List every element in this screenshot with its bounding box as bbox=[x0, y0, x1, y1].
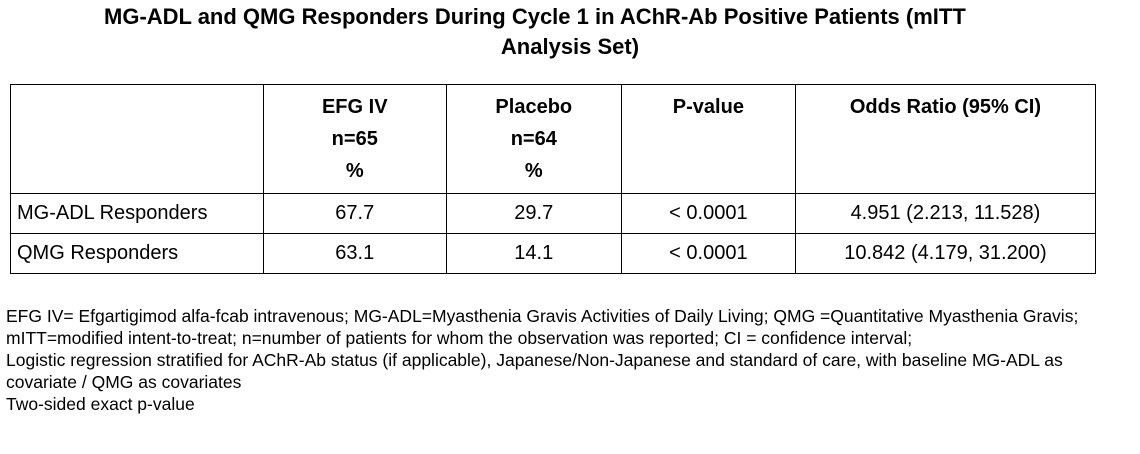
p-value: < 0.0001 bbox=[621, 234, 795, 274]
row-label: MG-ADL Responders bbox=[11, 194, 264, 234]
header-odds-ratio-label: Odds Ratio (95% CI) bbox=[796, 91, 1095, 123]
title-line-2: Analysis Set) bbox=[0, 32, 1140, 62]
title-line-1: MG-ADL and QMG Responders During Cycle 1… bbox=[0, 2, 1140, 32]
footnote-p-value: Two-sided exact p-value bbox=[6, 393, 1136, 415]
header-placebo-n: n=64 bbox=[447, 123, 621, 155]
p-value: < 0.0001 bbox=[621, 194, 795, 234]
header-cell-empty bbox=[11, 85, 264, 194]
header-efg-n: n=65 bbox=[264, 123, 446, 155]
table-row: QMG Responders 63.1 14.1 < 0.0001 10.842… bbox=[11, 234, 1096, 274]
responders-table: EFG IV n=65 % Placebo n=64 % P-value Odd… bbox=[10, 84, 1096, 274]
header-p-value-label: P-value bbox=[622, 91, 795, 123]
header-placebo-unit: % bbox=[447, 155, 621, 187]
header-cell-efg-iv: EFG IV n=65 % bbox=[263, 85, 446, 194]
efg-iv-value: 67.7 bbox=[263, 194, 446, 234]
placebo-value: 29.7 bbox=[446, 194, 621, 234]
header-placebo-label: Placebo bbox=[447, 91, 621, 123]
header-efg-unit: % bbox=[264, 155, 446, 187]
footnote-logistic-regression: Logistic regression stratified for AChR-… bbox=[6, 349, 1136, 393]
page-title: MG-ADL and QMG Responders During Cycle 1… bbox=[0, 2, 1140, 62]
table-header-row: EFG IV n=65 % Placebo n=64 % P-value Odd… bbox=[11, 85, 1096, 194]
odds-ratio-value: 4.951 (2.213, 11.528) bbox=[795, 194, 1095, 234]
table-row: MG-ADL Responders 67.7 29.7 < 0.0001 4.9… bbox=[11, 194, 1096, 234]
header-cell-placebo: Placebo n=64 % bbox=[446, 85, 621, 194]
efg-iv-value: 63.1 bbox=[263, 234, 446, 274]
footnotes: EFG IV= Efgartigimod alfa-fcab intraveno… bbox=[6, 305, 1136, 415]
footnote-abbreviations: EFG IV= Efgartigimod alfa-fcab intraveno… bbox=[6, 305, 1136, 349]
header-efg-label: EFG IV bbox=[264, 91, 446, 123]
header-cell-p-value: P-value bbox=[621, 85, 795, 194]
header-cell-odds-ratio: Odds Ratio (95% CI) bbox=[795, 85, 1095, 194]
row-label: QMG Responders bbox=[11, 234, 264, 274]
placebo-value: 14.1 bbox=[446, 234, 621, 274]
odds-ratio-value: 10.842 (4.179, 31.200) bbox=[795, 234, 1095, 274]
